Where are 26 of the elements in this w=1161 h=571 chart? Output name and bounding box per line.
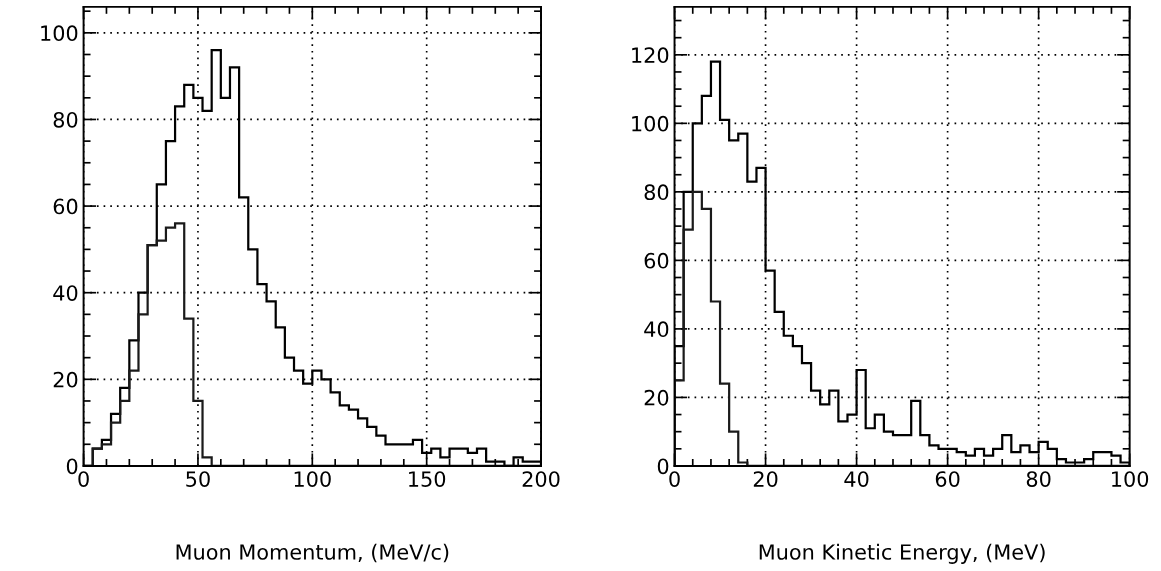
x-axis-title: Muon Momentum, (MeV/c) (176, 543, 449, 563)
x-tick-label: 100 (294, 471, 331, 487)
x-tick-label: 20 (753, 471, 778, 487)
x-tick-label: 50 (186, 471, 210, 487)
x-tick-label: 200 (522, 471, 560, 487)
y-tick-label: 20 (53, 371, 78, 388)
y-tick-label: 80 (53, 111, 78, 128)
y-tick-label: 0 (66, 458, 78, 475)
y-tick-label: 0 (657, 458, 669, 475)
y-tick-label: 60 (53, 198, 78, 215)
x-tick-label: 100 (1112, 471, 1149, 487)
x-tick-label: 40 (844, 471, 869, 487)
y-tick-label: 60 (644, 252, 669, 269)
y-tick-label: 100 (632, 115, 669, 132)
y-tick-label: 100 (41, 25, 78, 42)
y-tick-label: 80 (644, 184, 669, 201)
y-tick-label: 40 (53, 285, 78, 301)
y-tick-label: 20 (644, 389, 669, 406)
x-tick-label: 0 (78, 471, 89, 487)
y-tick-label: 120 (632, 47, 669, 64)
x-axis-title: Muon Kinetic Energy, (MeV) (759, 543, 1045, 564)
x-tick-label: 150 (409, 471, 446, 487)
x-tick-label: 60 (935, 471, 960, 487)
x-tick-label: 0 (669, 471, 680, 487)
y-tick-label: 40 (644, 321, 669, 338)
x-tick-label: 80 (1026, 471, 1051, 487)
